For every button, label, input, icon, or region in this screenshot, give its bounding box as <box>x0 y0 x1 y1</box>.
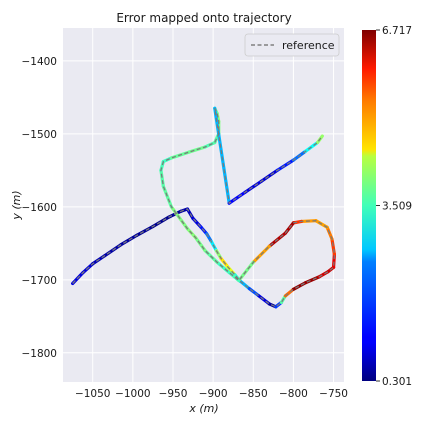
trajectory-segment <box>151 215 171 229</box>
colorbar-tick-label: 0.301 <box>382 376 412 388</box>
x-tick-label: −1000 <box>115 388 151 400</box>
legend-box <box>244 33 340 57</box>
trajectory-segment <box>135 224 155 237</box>
trajectory-segment <box>275 158 296 172</box>
trajectory-segment <box>243 179 263 194</box>
grid <box>63 28 344 382</box>
x-tick-labels: −1050 −1000 −950 −900 −850 −800 −750 <box>75 388 348 400</box>
chart-title: Error mapped onto trajectory <box>116 11 291 25</box>
x-tick-label: −800 <box>279 388 308 400</box>
reference-line <box>72 108 336 308</box>
y-axis-label: y (m) <box>10 190 23 220</box>
x-tick-label: −1050 <box>75 388 111 400</box>
colorbar: 0.301 3.509 6.717 <box>362 25 412 388</box>
plot-area <box>63 28 344 382</box>
trajectory-layer <box>71 106 336 309</box>
x-tick-label: −950 <box>159 388 188 400</box>
trajectory-segment <box>227 190 247 205</box>
y-tick-label: −1800 <box>21 348 57 360</box>
x-axis-label: x (m) <box>188 402 218 415</box>
x-tick-label: −750 <box>319 388 348 400</box>
y-tick-labels: −1400 −1500 −1600 −1700 −1800 <box>21 56 57 360</box>
legend: reference <box>244 33 340 57</box>
trajectory-segment <box>213 106 231 205</box>
colorbar-tick-label: 6.717 <box>382 25 412 37</box>
y-tick-label: −1600 <box>21 202 57 214</box>
trajectory-segment <box>259 168 279 183</box>
y-tick-label: −1700 <box>21 275 57 287</box>
y-tick-label: −1500 <box>21 129 57 141</box>
colorbar-tick-label: 3.509 <box>382 201 412 213</box>
y-tick-label: −1400 <box>21 56 57 68</box>
colorbar-ticks: 0.301 3.509 6.717 <box>376 25 412 388</box>
legend-reference-label: reference <box>282 39 335 52</box>
x-tick-label: −900 <box>199 388 228 400</box>
colorbar-gradient <box>362 30 376 381</box>
x-tick-label: −850 <box>239 388 268 400</box>
